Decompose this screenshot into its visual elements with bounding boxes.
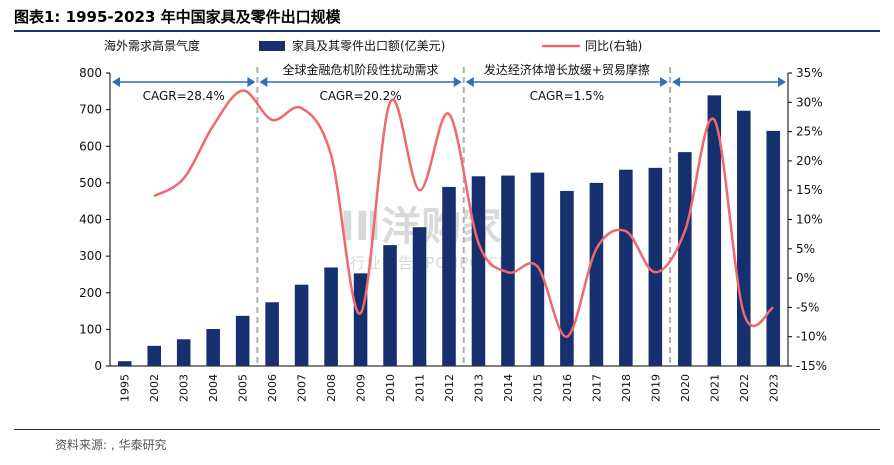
left-tick-label: 500 xyxy=(79,176,102,190)
bar xyxy=(147,345,161,366)
x-tick-label: 2011 xyxy=(414,374,427,402)
right-tick-label: -15% xyxy=(796,359,827,373)
left-tick-label: 800 xyxy=(79,66,102,80)
x-tick-label: 2013 xyxy=(472,374,485,402)
phase-label-bg xyxy=(481,61,652,78)
x-tick-label: 2002 xyxy=(148,374,161,402)
legend-line-label: 同比(右轴) xyxy=(585,38,642,53)
legend-bar-label: 家具及其零件出口额(亿美元) xyxy=(292,38,445,53)
right-tick-label: -10% xyxy=(796,330,827,344)
bar xyxy=(412,227,427,366)
bar xyxy=(766,130,781,366)
bar xyxy=(648,167,663,366)
bar xyxy=(176,339,191,366)
x-tick-label: 1995 xyxy=(119,374,132,402)
bar xyxy=(265,302,279,366)
bar xyxy=(353,273,368,366)
footer-rule xyxy=(14,429,880,430)
x-tick-label: 2003 xyxy=(178,374,191,402)
phase-arrow-head-left xyxy=(112,77,120,87)
left-tick-label: 0 xyxy=(94,359,102,373)
phase-arrow-head-right xyxy=(453,77,462,87)
x-tick-label: 2017 xyxy=(590,374,603,402)
x-tick-label: 2021 xyxy=(708,374,721,402)
right-tick-label: 10% xyxy=(796,213,823,227)
right-tick-label: 25% xyxy=(796,125,823,139)
x-ticks: 1995 2002 2003 2004 2005 2006 2007 2008 2009 2010… xyxy=(119,374,781,402)
bar xyxy=(737,110,751,366)
chart: ⅠⅡ洋购家 行业报告 IPO IPO.CN 海外需求高景气度 家具及其零件出口额… xyxy=(79,38,827,402)
phase-arrows: CAGR=28.4% 全球金融危机阶段性扰动需求 CAGR=20.2% 发达经济体增长… xyxy=(112,61,786,103)
x-tick-label: 2022 xyxy=(738,374,751,402)
bar xyxy=(501,175,515,366)
right-tick-label: 5% xyxy=(796,242,815,256)
x-tick-label: 2004 xyxy=(207,374,220,402)
cagr-label: CAGR=1.5% xyxy=(530,89,605,103)
x-tick-label: 2019 xyxy=(649,374,662,402)
right-tick-label: 35% xyxy=(796,66,823,80)
left-tick-label: 400 xyxy=(79,213,102,227)
bar xyxy=(206,329,220,366)
left-y-ticks: 0 100 200 300 400 500 600 700 800 xyxy=(79,66,110,373)
right-tick-label: 0% xyxy=(796,271,815,285)
bar xyxy=(530,172,545,366)
bar-series xyxy=(117,95,781,366)
x-tick-label: 2014 xyxy=(502,374,515,402)
cagr-label: CAGR=28.4% xyxy=(143,89,225,103)
phase-arrow-head-left xyxy=(672,77,681,87)
phase-label-bg xyxy=(280,61,441,78)
phase-arrow-head-right xyxy=(247,77,256,87)
title-rule xyxy=(14,30,880,32)
x-tick-label: 2008 xyxy=(325,374,338,402)
x-tick-label: 2023 xyxy=(767,374,780,402)
line-series-path xyxy=(153,89,774,338)
left-tick-label: 300 xyxy=(79,249,102,263)
watermark-subtext: 行业报告 IPO IPO.CN xyxy=(350,254,511,272)
left-tick-label: 100 xyxy=(79,322,102,336)
x-tick-label: 2020 xyxy=(679,374,692,402)
bar xyxy=(471,176,486,366)
x-tick-label: 2010 xyxy=(384,374,397,402)
bar xyxy=(619,169,633,366)
bar xyxy=(235,315,250,366)
bar xyxy=(678,152,692,366)
bar xyxy=(383,245,397,366)
phase-arrow-head-right xyxy=(778,77,786,87)
source-note: 资料来源: , 华泰研究 xyxy=(55,438,167,452)
x-tick-label: 2012 xyxy=(443,374,456,402)
bar xyxy=(442,186,456,366)
x-tick-label: 2018 xyxy=(620,374,633,402)
phase-label: 发达经济体增长放缓+贸易摩擦 xyxy=(484,62,650,77)
bar xyxy=(707,95,722,366)
legend-phases: 海外需求高景气度 xyxy=(104,38,200,53)
phase-label: 全球金融危机阶段性扰动需求 xyxy=(283,62,439,77)
x-tick-label: 2016 xyxy=(561,374,574,402)
x-tick-label: 2015 xyxy=(531,374,544,402)
left-tick-label: 700 xyxy=(79,103,102,117)
bar xyxy=(560,190,574,366)
right-y-ticks: -15% -10% -5% 0% 5% 10% 15% 20% 25% 30% 35% xyxy=(788,66,827,373)
bar xyxy=(589,182,604,366)
x-tick-label: 2005 xyxy=(237,374,250,402)
x-tick-label: 2009 xyxy=(355,374,368,402)
x-tick-label: 2007 xyxy=(296,374,309,402)
right-tick-label: -5% xyxy=(796,300,819,314)
right-tick-label: 20% xyxy=(796,154,823,168)
chart-title: 图表1: 1995-2023 年中国家具及零件出口规模 xyxy=(14,8,341,26)
bar xyxy=(117,361,132,366)
phase-arrow-head-right xyxy=(660,77,669,87)
x-tick-label: 2006 xyxy=(266,374,279,402)
legend: 海外需求高景气度 家具及其零件出口额(亿美元) 同比(右轴) xyxy=(104,38,642,53)
line-series xyxy=(153,89,774,338)
right-tick-label: 15% xyxy=(796,183,823,197)
left-tick-label: 200 xyxy=(79,286,102,300)
legend-bar-swatch xyxy=(259,41,285,51)
left-tick-label: 600 xyxy=(79,139,102,153)
cagr-label: CAGR=20.2% xyxy=(319,89,401,103)
bar xyxy=(294,284,309,366)
phase-arrow-head-left xyxy=(259,77,268,87)
right-tick-label: 30% xyxy=(796,95,823,109)
bar xyxy=(324,267,338,366)
phase-arrow-head-left xyxy=(465,77,474,87)
